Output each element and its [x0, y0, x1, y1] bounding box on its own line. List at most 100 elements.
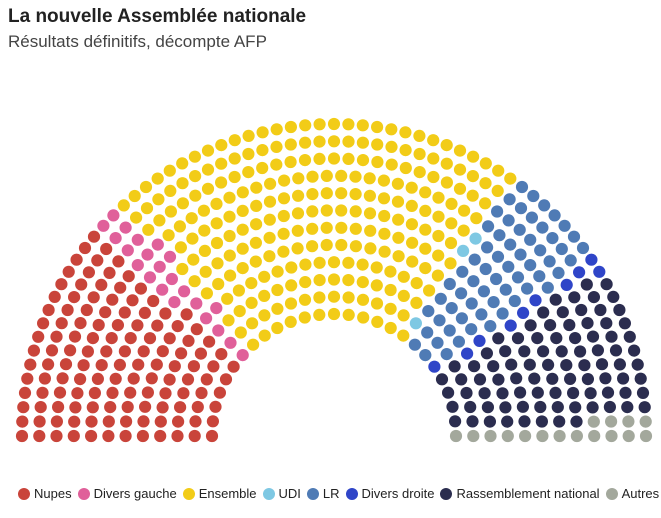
seat-rassemblement-national — [564, 372, 577, 385]
seat-lr — [502, 214, 515, 227]
seat-lr — [514, 248, 527, 261]
legend-item-rassemblement-national: Rassemblement national — [440, 486, 600, 501]
seat-ensemble — [419, 242, 432, 255]
seat-lr — [431, 336, 444, 349]
seat-nupes — [189, 415, 202, 428]
seat-rassemblement-national — [584, 387, 597, 400]
seat-lr — [543, 255, 556, 268]
seat-divers-gauche — [224, 336, 237, 349]
seat-divers-gauche — [178, 285, 191, 298]
seat-nupes — [77, 359, 90, 372]
seat-ensemble — [163, 164, 176, 177]
seat-nupes — [139, 400, 152, 413]
seat-rassemblement-national — [591, 344, 605, 357]
seat-rassemblement-national — [553, 415, 566, 428]
seat-ensemble — [364, 224, 377, 237]
seat-nupes — [91, 372, 104, 385]
seat-ensemble — [349, 170, 362, 183]
seat-ensemble — [413, 147, 426, 161]
seat-ensemble — [327, 256, 341, 269]
seat-nupes — [67, 429, 80, 443]
seat-ensemble — [391, 195, 405, 208]
seat-ensemble — [187, 253, 200, 266]
seat-lr — [421, 326, 434, 339]
seat-ensemble — [335, 187, 348, 200]
legend-item-divers-gauche: Divers gauche — [77, 486, 177, 501]
legend-item-udi: UDI — [262, 486, 301, 501]
seat-nupes — [52, 400, 65, 414]
seat-nupes — [119, 429, 132, 443]
seat-lr — [558, 219, 571, 232]
seat-ensemble — [479, 197, 492, 210]
seat-rassemblement-national — [531, 332, 544, 345]
seat-ensemble — [363, 189, 376, 202]
seat-ensemble — [504, 172, 517, 185]
seat-ensemble — [139, 180, 153, 194]
seat-lr — [555, 242, 568, 256]
seat-nupes — [213, 386, 226, 399]
seat-ensemble — [271, 265, 284, 278]
seat-ensemble — [199, 265, 212, 278]
seat-ensemble — [306, 188, 319, 201]
seat-lr — [521, 282, 534, 295]
seat-nupes — [215, 348, 228, 361]
seat-nupes — [172, 415, 185, 428]
legend-label: Ensemble — [198, 486, 257, 501]
seat-rassemblement-national — [556, 306, 569, 319]
seat-lr — [576, 241, 590, 255]
seat-divers-droite — [593, 265, 606, 278]
seat-ensemble — [258, 329, 271, 342]
seat-nupes — [134, 282, 147, 295]
seat-divers-gauche — [97, 219, 110, 232]
seat-divers-gauche — [165, 272, 178, 286]
seat-ensemble — [356, 136, 369, 149]
seat-nupes — [171, 320, 184, 333]
seat-lr — [434, 292, 447, 305]
seat-ensemble — [299, 276, 312, 289]
seat-ensemble — [258, 289, 271, 302]
seat-nupes — [42, 303, 55, 317]
seat-nupes — [85, 429, 98, 443]
seat-ensemble — [189, 170, 202, 183]
seat-ensemble — [236, 223, 249, 236]
seat-lr — [513, 223, 526, 236]
seat-ensemble — [299, 136, 312, 149]
seat-rassemblement-national — [600, 278, 613, 291]
seat-ensemble — [201, 163, 215, 176]
seat-ensemble — [392, 213, 405, 226]
seat-ensemble — [215, 157, 228, 170]
legend-item-nupes: Nupes — [18, 486, 72, 501]
seat-ensemble — [201, 182, 215, 195]
seat-nupes — [68, 291, 81, 304]
seat-rassemblement-national — [511, 332, 525, 345]
seat-lr — [467, 275, 480, 288]
seat-ensemble — [413, 166, 426, 179]
seat-nupes — [151, 319, 164, 332]
seat-ensemble — [313, 135, 326, 148]
seat-lr — [533, 270, 546, 283]
seat-nupes — [207, 360, 220, 373]
seat-rassemblement-national — [510, 372, 523, 385]
seat-ensemble — [291, 207, 305, 220]
seat-ensemble — [228, 152, 241, 165]
seat-ensemble — [335, 169, 348, 182]
seat-ensemble — [263, 231, 276, 244]
seat-nupes — [78, 241, 92, 255]
seat-rassemblement-national — [468, 360, 481, 373]
seat-lr — [511, 271, 525, 284]
seat-ensemble — [378, 209, 391, 223]
seat-ensemble — [285, 279, 298, 292]
seat-nupes — [163, 373, 176, 386]
seat-ensemble — [250, 199, 263, 212]
seat-nupes — [91, 254, 104, 267]
seat-ensemble — [370, 297, 384, 310]
seat-ensemble — [491, 184, 504, 197]
seat-ensemble — [419, 186, 432, 199]
seat-ensemble — [364, 242, 377, 255]
seat-divers-gauche — [109, 232, 122, 245]
seat-lr — [477, 285, 490, 298]
seat-nupes — [177, 387, 190, 400]
seat-nupes — [64, 344, 77, 357]
seat-ensemble — [413, 129, 426, 142]
seat-rassemblement-national — [480, 347, 493, 360]
